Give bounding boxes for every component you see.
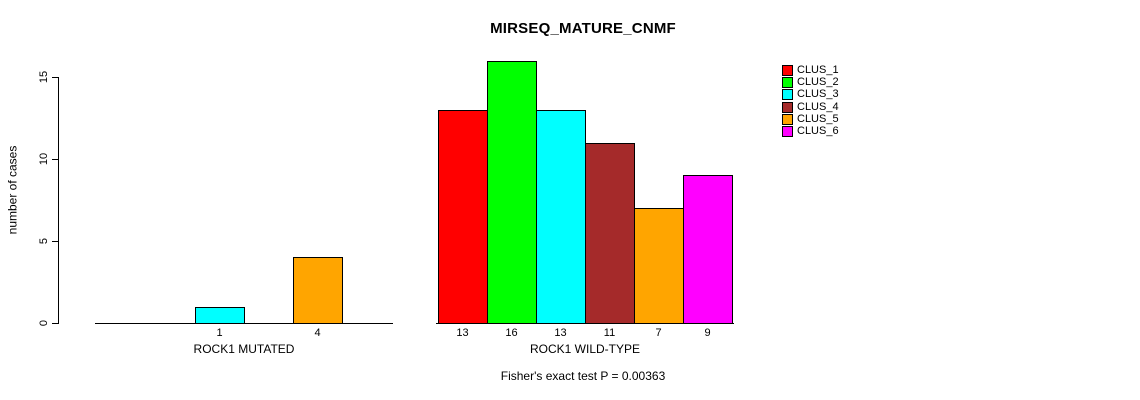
bar-value-label: 9 (704, 327, 711, 339)
y-axis-tick (52, 159, 58, 160)
legend-label: CLUS_6 (797, 125, 839, 138)
legend-swatch (782, 101, 793, 113)
legend-label: CLUS_4 (797, 100, 839, 113)
legend-row: CLUS_1 (782, 64, 839, 76)
bar-clus_5 (634, 208, 684, 324)
bar-value-label: 16 (505, 327, 518, 339)
bar-value-label: 11 (603, 327, 616, 339)
legend-row: CLUS_4 (782, 101, 839, 113)
y-axis-label: number of cases (5, 145, 19, 235)
bar-clus_3 (195, 307, 245, 324)
legend-row: CLUS_6 (782, 125, 839, 138)
y-tick-label: 5 (36, 221, 52, 261)
y-tick-label: 15 (36, 57, 52, 97)
bar-clus_1 (438, 110, 488, 324)
bar-clus_5 (293, 257, 343, 324)
chart-title: MIRSEQ_MATURE_CNMF (490, 20, 676, 37)
bar-value-label: 13 (554, 327, 567, 339)
y-axis-tick (52, 77, 58, 78)
legend-label: CLUS_2 (797, 75, 839, 88)
fisher-test-annotation: Fisher's exact test P = 0.00363 (500, 369, 666, 383)
y-tick-label-text: 0 (38, 319, 50, 327)
y-tick-label-text: 15 (38, 70, 50, 84)
legend-row: CLUS_2 (782, 76, 839, 88)
y-axis-tick (52, 241, 58, 242)
legend-label: CLUS_1 (797, 63, 839, 76)
y-tick-label: 0 (36, 303, 52, 343)
y-tick-label: 10 (36, 139, 52, 179)
legend-swatch (782, 76, 793, 88)
bar-clus_6 (683, 175, 733, 324)
legend: CLUS_1 CLUS_2 CLUS_3 CLUS_4 CLUS_5 CLUS_6 (782, 64, 839, 138)
y-tick-label-text: 5 (38, 237, 50, 245)
y-axis-line (58, 77, 59, 324)
bar-value-label: 7 (655, 327, 662, 339)
legend-row: CLUS_5 (782, 113, 839, 125)
legend-swatch (782, 126, 793, 138)
x-axis-group-label: ROCK1 WILD-TYPE (529, 342, 640, 356)
x-axis-group-label: ROCK1 MUTATED (193, 342, 295, 356)
legend-label: CLUS_3 (797, 88, 839, 101)
bar-clus_3 (536, 110, 586, 324)
y-axis-tick (52, 323, 58, 324)
legend-swatch (782, 64, 793, 76)
bar-value-label: 4 (314, 327, 321, 339)
bar-value-label: 1 (216, 327, 223, 339)
y-tick-label-text: 10 (38, 152, 50, 166)
legend-row: CLUS_3 (782, 89, 839, 101)
legend-swatch (782, 89, 793, 101)
bar-clus_4 (585, 143, 635, 324)
legend-swatch (782, 113, 793, 125)
bar-value-label: 13 (456, 327, 469, 339)
legend-label: CLUS_5 (797, 112, 839, 125)
bar-clus_2 (487, 61, 537, 324)
